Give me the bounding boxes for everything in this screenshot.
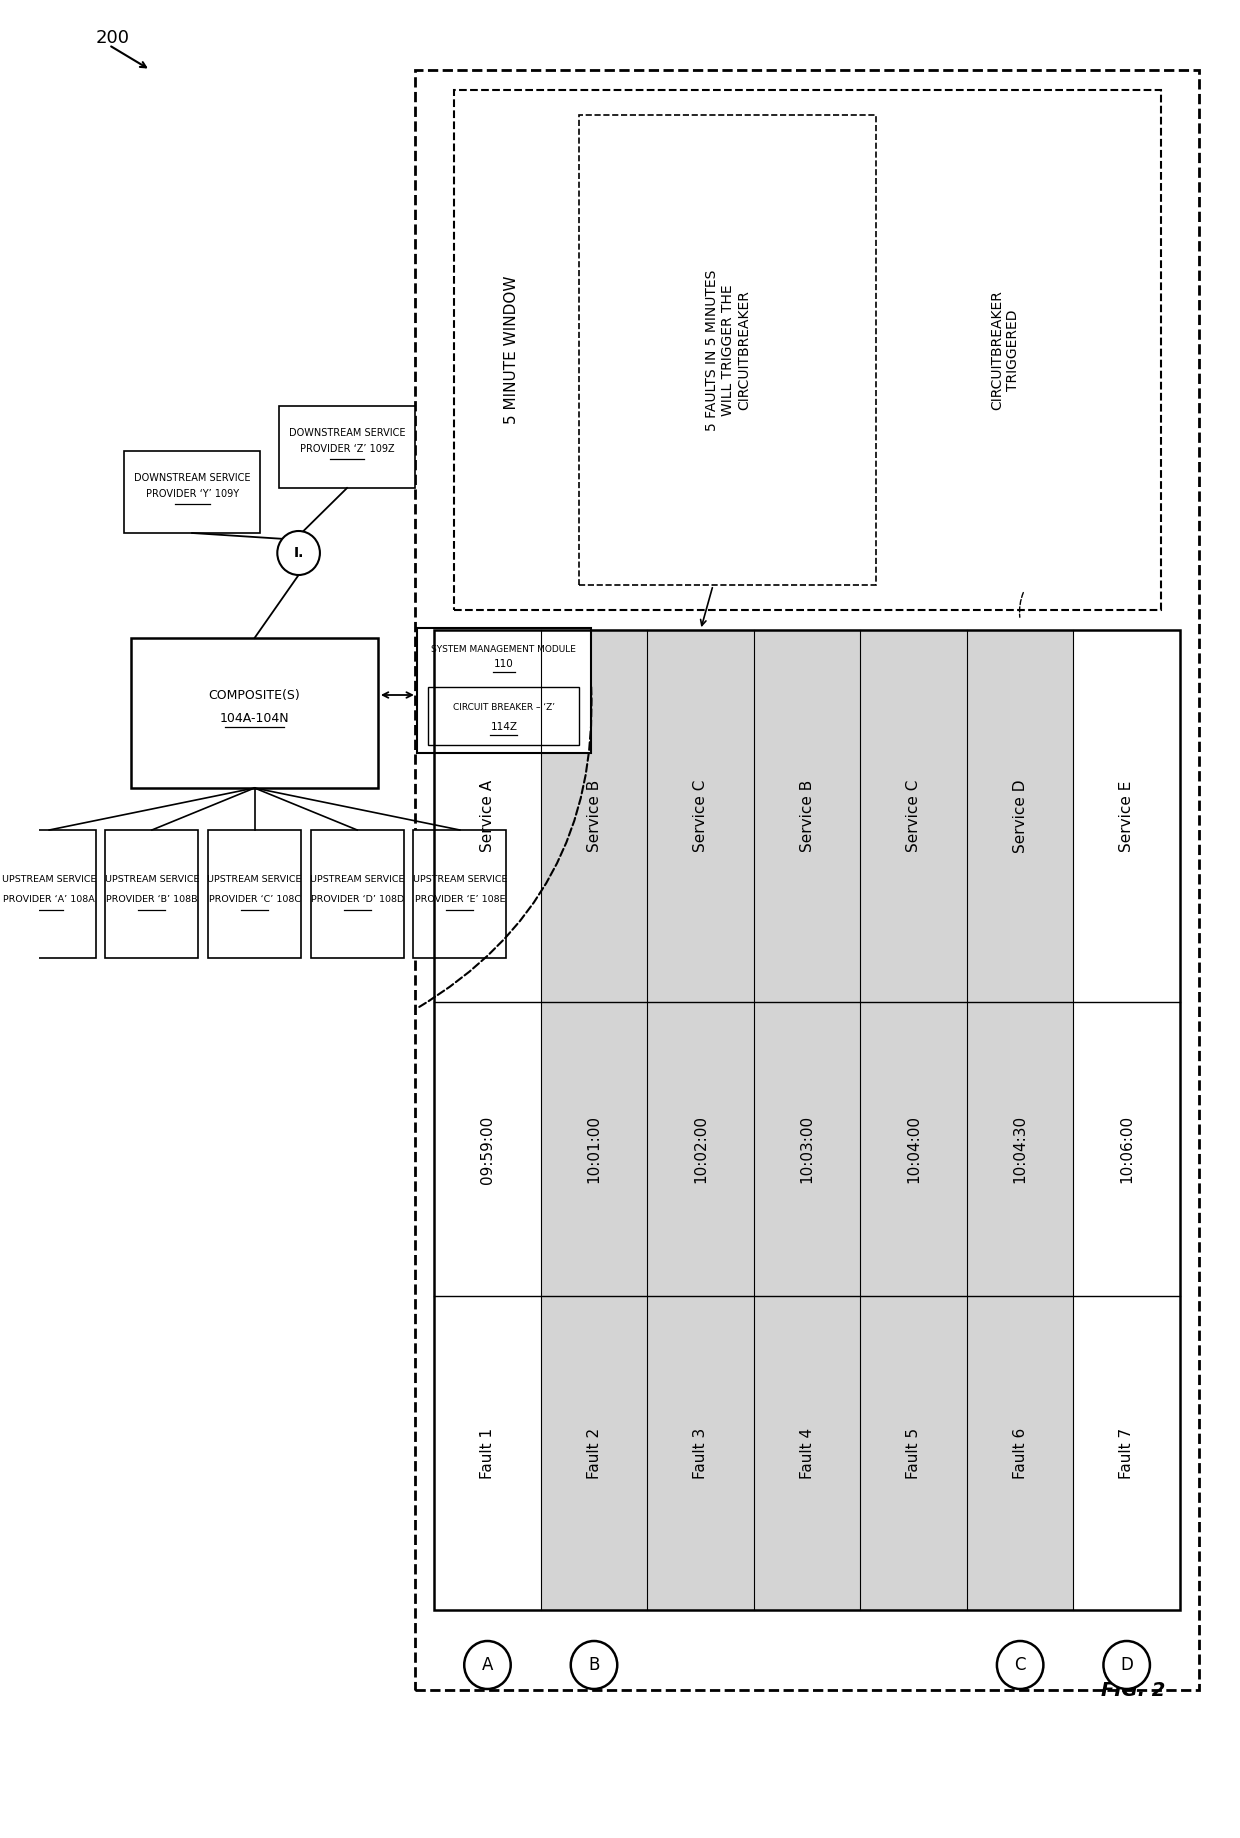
Bar (434, 630, 1180, 1610)
Text: PROVIDER ‘C’ 108C: PROVIDER ‘C’ 108C (208, 895, 300, 904)
Circle shape (570, 1641, 618, 1689)
Text: C: C (1014, 1656, 1025, 1674)
Text: D: D (1120, 1656, 1133, 1674)
Text: 10:01:00: 10:01:00 (587, 1116, 601, 1184)
Circle shape (464, 1641, 511, 1689)
Text: UPSTREAM SERVICE: UPSTREAM SERVICE (207, 875, 301, 884)
Bar (541, 630, 647, 1610)
Text: PROVIDER ‘A’ 108A: PROVIDER ‘A’ 108A (4, 895, 95, 904)
Text: PROVIDER ‘E’ 108E: PROVIDER ‘E’ 108E (414, 895, 505, 904)
Bar (2, 831, 95, 958)
Text: 10:02:00: 10:02:00 (693, 1116, 708, 1184)
Text: Service C: Service C (906, 779, 921, 853)
Bar (434, 630, 541, 1610)
Text: PROVIDER ‘D’ 108D: PROVIDER ‘D’ 108D (310, 895, 404, 904)
Text: DOWNSTREAM SERVICE: DOWNSTREAM SERVICE (289, 428, 405, 437)
Text: SYSTEM MANAGEMENT MODULE: SYSTEM MANAGEMENT MODULE (432, 645, 577, 654)
Text: Fault 4: Fault 4 (800, 1428, 815, 1480)
Text: 10:06:00: 10:06:00 (1120, 1116, 1135, 1184)
Circle shape (1104, 1641, 1149, 1689)
Text: Service E: Service E (1120, 781, 1135, 851)
Bar (279, 406, 415, 489)
Text: B: B (588, 1656, 600, 1674)
Circle shape (278, 531, 320, 575)
Text: Fault 2: Fault 2 (587, 1428, 601, 1480)
Text: Service B: Service B (800, 779, 815, 853)
Bar (311, 831, 404, 958)
Text: 200: 200 (95, 29, 129, 48)
Bar (415, 70, 1199, 1689)
Bar (861, 630, 967, 1610)
Text: UPSTREAM SERVICE: UPSTREAM SERVICE (104, 875, 200, 884)
Text: DOWNSTREAM SERVICE: DOWNSTREAM SERVICE (134, 472, 250, 483)
Text: Service B: Service B (587, 779, 601, 853)
Text: 104A-104N: 104A-104N (219, 711, 289, 724)
Bar (208, 831, 301, 958)
Text: CIRCUITBREAKER
TRIGGERED: CIRCUITBREAKER TRIGGERED (990, 290, 1021, 410)
Bar (428, 687, 579, 744)
Text: Service D: Service D (1013, 779, 1028, 853)
Text: CIRCUIT BREAKER – ‘Z’: CIRCUIT BREAKER – ‘Z’ (453, 702, 556, 711)
Bar (105, 831, 198, 958)
Text: COMPOSITE(S): COMPOSITE(S) (208, 689, 300, 702)
Bar (417, 629, 591, 754)
Text: PROVIDER ‘B’ 108B: PROVIDER ‘B’ 108B (107, 895, 197, 904)
Text: UPSTREAM SERVICE: UPSTREAM SERVICE (413, 875, 507, 884)
Text: UPSTREAM SERVICE: UPSTREAM SERVICE (2, 875, 97, 884)
Text: Fault 6: Fault 6 (1013, 1428, 1028, 1480)
Bar (967, 630, 1074, 1610)
Text: 114Z: 114Z (491, 722, 517, 732)
Text: 10:04:00: 10:04:00 (906, 1116, 921, 1184)
Text: I.: I. (294, 546, 304, 561)
Text: Service C: Service C (693, 779, 708, 853)
Text: UPSTREAM SERVICE: UPSTREAM SERVICE (310, 875, 404, 884)
Bar (647, 630, 754, 1610)
Bar (124, 450, 260, 533)
Text: Fault 1: Fault 1 (480, 1428, 495, 1480)
Text: Fault 5: Fault 5 (906, 1428, 921, 1480)
Bar (454, 90, 1161, 610)
Text: A: A (482, 1656, 494, 1674)
Bar (754, 630, 861, 1610)
Text: Fault 7: Fault 7 (1120, 1428, 1135, 1480)
Text: FIG. 2: FIG. 2 (1101, 1680, 1166, 1700)
Text: 110: 110 (494, 660, 513, 669)
Text: 10:03:00: 10:03:00 (800, 1116, 815, 1184)
Bar (413, 831, 506, 958)
Text: Service A: Service A (480, 779, 495, 853)
Bar (579, 116, 877, 584)
Text: PROVIDER ‘Z’ 109Z: PROVIDER ‘Z’ 109Z (300, 445, 394, 454)
Text: 5 MINUTE WINDOW: 5 MINUTE WINDOW (505, 276, 520, 425)
Circle shape (997, 1641, 1043, 1689)
Bar (1074, 630, 1180, 1610)
Text: 10:04:30: 10:04:30 (1013, 1116, 1028, 1184)
Text: 09:59:00: 09:59:00 (480, 1116, 495, 1184)
Text: PROVIDER ‘Y’ 109Y: PROVIDER ‘Y’ 109Y (145, 489, 238, 498)
Text: Fault 3: Fault 3 (693, 1428, 708, 1480)
Bar (131, 638, 378, 789)
Text: 5 FAULTS IN 5 MINUTES
WILL TRIGGER THE
CIRCUITBREAKER: 5 FAULTS IN 5 MINUTES WILL TRIGGER THE C… (704, 270, 751, 430)
